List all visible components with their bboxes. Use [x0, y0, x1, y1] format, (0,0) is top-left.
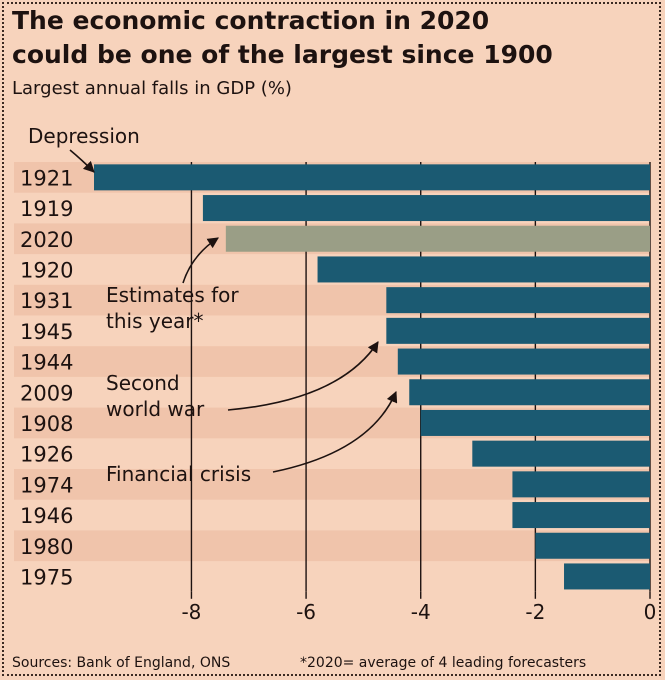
- y-label-1980: 1980: [20, 535, 73, 559]
- bar-1920: [317, 256, 650, 283]
- y-label-1926: 1926: [20, 443, 73, 467]
- annotation-estimates-line-2: this year*: [106, 309, 203, 333]
- bar-1975: [564, 563, 650, 590]
- bar-1944: [397, 348, 650, 375]
- y-label-1974: 1974: [20, 473, 73, 497]
- title-line-1: The economic contraction in 2020: [12, 6, 490, 35]
- bar-1946: [512, 502, 650, 529]
- y-label-1919: 1919: [20, 197, 73, 221]
- y-label-1921: 1921: [20, 166, 73, 190]
- y-label-2020: 2020: [20, 228, 73, 252]
- annotation-ww2-line-2: world war: [106, 397, 205, 421]
- x-tick-label: -6: [296, 600, 316, 624]
- y-label-1931: 1931: [20, 289, 73, 313]
- y-label-1945: 1945: [20, 320, 73, 344]
- estimates-arrow: [182, 237, 219, 284]
- chart-title: The economic contraction in 2020 could b…: [12, 4, 652, 72]
- financial-crisis-arrow: [272, 390, 398, 473]
- bar-1919: [202, 195, 650, 222]
- bar-1921: [94, 164, 650, 191]
- footer-source: Sources: Bank of England, ONS: [12, 655, 231, 671]
- footer-note: *2020= average of 4 leading forecasters: [300, 655, 587, 671]
- bar-chart: 1921 1919 2020 1920 1931 1945 1944 2009 1908 1926…: [14, 124, 657, 624]
- bar-1974: [512, 471, 650, 498]
- annotation-estimates-line-1: Estimates for: [106, 283, 239, 307]
- annotation-ww2-line-1: Second: [106, 371, 180, 395]
- chart-subtitle: Largest annual falls in GDP (%): [12, 78, 292, 99]
- bar-1945: [386, 317, 650, 344]
- y-label-1975: 1975: [20, 565, 73, 589]
- y-label-1944: 1944: [20, 351, 73, 375]
- x-tick-label: -8: [181, 600, 201, 624]
- annotation-financial-crisis: Financial crisis: [106, 462, 251, 486]
- y-label-1908: 1908: [20, 412, 73, 436]
- title-line-2: could be one of the largest since 1900: [12, 40, 553, 69]
- depression-arrow: [69, 149, 95, 173]
- annotation-depression: Depression: [28, 124, 140, 148]
- x-tick-label: 0: [644, 600, 657, 624]
- y-label-1920: 1920: [20, 258, 73, 282]
- bar-1908: [420, 409, 650, 436]
- bar-1926: [472, 440, 650, 467]
- y-label-1946: 1946: [20, 504, 73, 528]
- bar-2020: [225, 225, 650, 252]
- y-label-2009: 2009: [20, 381, 73, 405]
- x-tick-label: -2: [525, 600, 545, 624]
- bar-1931: [386, 287, 650, 314]
- bar-1980: [535, 532, 650, 559]
- bar-2009: [409, 379, 650, 406]
- ww2-arrow: [227, 341, 379, 411]
- x-tick-label: -4: [411, 600, 431, 624]
